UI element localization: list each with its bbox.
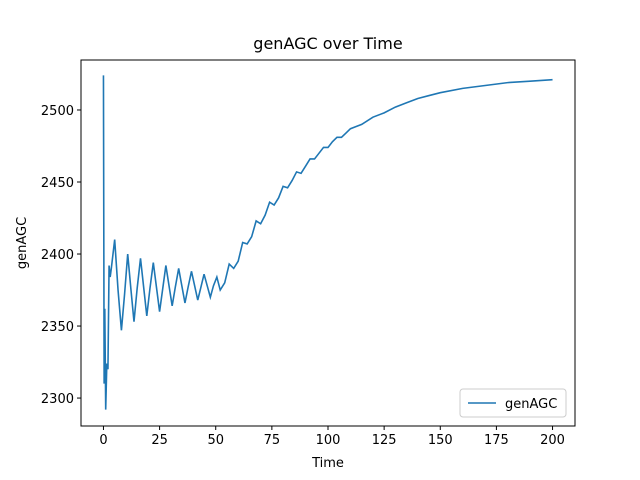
y-tick-label: 2400 [41, 248, 74, 263]
line [102, 75, 553, 410]
y-tick-label: 2300 [41, 392, 74, 407]
x-tick-label: 50 [207, 433, 224, 448]
legend-label: genAGC [505, 397, 557, 412]
chart-title: genAGC over Time [253, 34, 402, 53]
x-tick-label: 125 [372, 433, 397, 448]
x-axis-label: Time [311, 456, 344, 471]
x-tick-label: 75 [264, 433, 281, 448]
x-tick-label: 100 [316, 433, 341, 448]
x-tick-label: 175 [484, 433, 509, 448]
legend-box [459, 388, 567, 418]
y-axis-label: genAGC [15, 217, 30, 269]
y-tick-label: 2500 [41, 104, 74, 119]
y-tick-label: 2450 [41, 176, 74, 191]
x-tick-label: 150 [428, 433, 453, 448]
plot-frame [80, 59, 576, 427]
x-tick-label: 200 [540, 433, 565, 448]
y-tick-label: 2350 [41, 320, 74, 335]
x-tick-label: 0 [99, 433, 107, 448]
x-tick-label: 25 [151, 433, 168, 448]
